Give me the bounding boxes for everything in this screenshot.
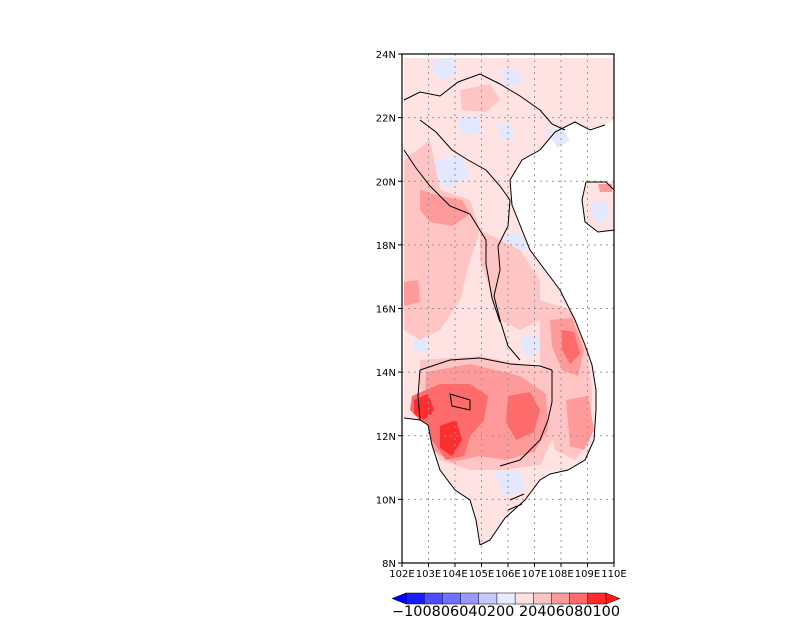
- border-cambodia-east: [499, 370, 553, 467]
- colorbar-swatch: [496, 592, 516, 605]
- latitude-ticks: 24N 22N 20N 18N 16N 14N 12N 10N 8N: [376, 50, 402, 570]
- colorbar-label: −100806040200 20406080100: [392, 604, 620, 618]
- boundaries: [403, 73, 615, 546]
- colorbar-swatch: [423, 592, 444, 605]
- colorbar-swatch: [405, 592, 425, 605]
- lon-tick-label: 108E: [548, 569, 573, 580]
- field-blue-4: [498, 124, 514, 140]
- lon-tick-label: 109E: [575, 569, 600, 580]
- border-laos-east: [493, 199, 521, 361]
- lat-tick-label: 22N: [376, 114, 396, 125]
- colorbar-over-arrow: [605, 592, 621, 605]
- coastline-east: [479, 179, 597, 546]
- sea-mask: [404, 120, 614, 563]
- colorbar-swatch: [442, 592, 462, 605]
- lat-tick-label: 16N: [376, 305, 396, 316]
- colorbar-swatch: [533, 592, 553, 605]
- lon-tick-label: 103E: [416, 569, 441, 580]
- field-blue-6: [545, 128, 570, 148]
- field-deep-3: [562, 330, 580, 364]
- colorbar-under-arrow: [391, 592, 407, 605]
- lon-tick-label: 104E: [442, 569, 467, 580]
- field-blue-11: [412, 338, 428, 352]
- map-grid: [402, 54, 614, 563]
- lat-tick-label: 8N: [382, 559, 396, 570]
- field-hainan-blue: [591, 200, 610, 224]
- field-hot-2: [440, 420, 462, 456]
- border-cambodia-north: [419, 357, 553, 371]
- lon-tick-label: 107E: [522, 569, 547, 580]
- coastline-north: [509, 121, 606, 181]
- field-blue-10: [494, 472, 526, 496]
- mekong-delta-lines: [507, 493, 525, 511]
- colorbar-swatch: [569, 592, 589, 605]
- coastline-south: [403, 417, 481, 546]
- border-laos-thai: [403, 149, 501, 323]
- border-cambodia-west: [417, 369, 421, 421]
- field-blue-3: [458, 116, 482, 136]
- field-pink-2: [460, 84, 500, 112]
- lon-tick-label: 106E: [495, 569, 520, 580]
- border-china: [403, 73, 566, 131]
- field-blue-5: [430, 156, 470, 188]
- lat-tick-label: 20N: [376, 177, 396, 188]
- field-pink-1: [404, 140, 480, 340]
- longitude-ticks: 102E 103E 104E 105E 106E 107E 108E 109E 110E: [389, 563, 627, 580]
- lat-tick-label: 14N: [376, 368, 396, 379]
- field-blue-1: [432, 58, 458, 80]
- field-blue-2: [500, 70, 522, 86]
- field-hainan-red: [598, 184, 612, 192]
- lat-tick-label: 12N: [376, 432, 396, 443]
- field-blue-7: [502, 232, 528, 256]
- lon-tick-label: 105E: [469, 569, 494, 580]
- colorbar-swatch: [478, 592, 498, 605]
- colorbar-swatch: [460, 592, 480, 605]
- lon-tick-label: 110E: [601, 569, 626, 580]
- field-blue-9: [520, 336, 542, 356]
- field-pink-3: [480, 230, 540, 330]
- field-deep-2: [506, 392, 540, 440]
- colorbar-swatch: [514, 592, 535, 605]
- colorbar-swatch: [587, 592, 607, 605]
- field-red-1: [420, 190, 470, 226]
- border-laos-north: [419, 119, 511, 201]
- lat-tick-label: 10N: [376, 495, 396, 506]
- lon-tick-label: 102E: [389, 569, 414, 580]
- lat-tick-label: 24N: [376, 50, 396, 61]
- lat-tick-label: 18N: [376, 241, 396, 252]
- hainan-coast: [581, 181, 615, 233]
- colorbar: [391, 592, 621, 605]
- tonle-sap: [449, 393, 471, 411]
- colorbar-swatch: [551, 592, 571, 605]
- field-red-2: [404, 280, 420, 306]
